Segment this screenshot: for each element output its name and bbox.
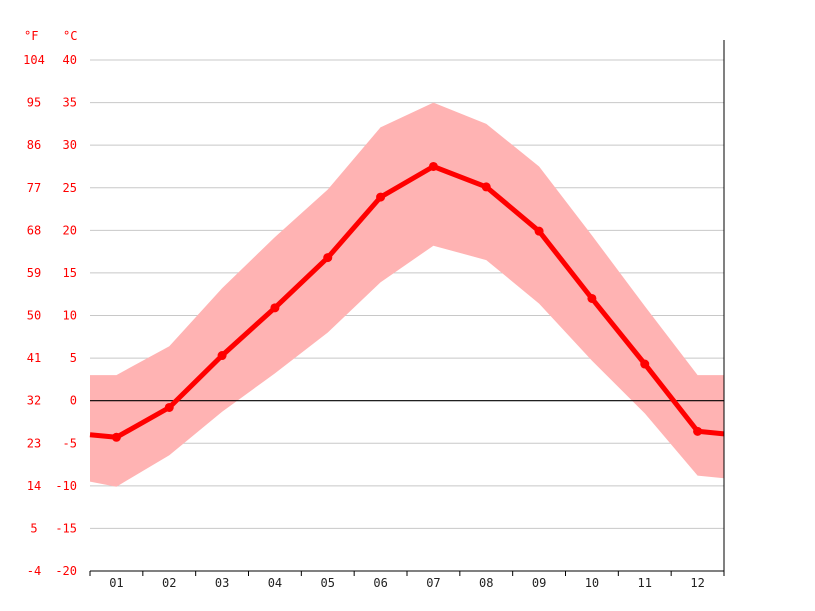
mean-point: [534, 226, 544, 236]
x-tick-label: 02: [162, 576, 176, 590]
x-tick-label: 01: [109, 576, 123, 590]
x-tick-label: 12: [690, 576, 704, 590]
mean-point: [376, 192, 386, 202]
y-tick-label-celsius: 20: [63, 223, 77, 237]
axes: [89, 40, 725, 576]
y-tick-label-fahrenheit: 95: [27, 96, 41, 110]
y-tick-label-celsius: 40: [63, 53, 77, 67]
x-tick-label: 03: [215, 576, 229, 590]
y-tick-label-fahrenheit: -4: [27, 564, 41, 578]
x-tick-label: 08: [479, 576, 493, 590]
y-tick-label-celsius: 5: [70, 351, 77, 365]
mean-point: [111, 432, 121, 442]
x-tick-label: 07: [426, 576, 440, 590]
y-tick-label-celsius: 15: [63, 266, 77, 280]
x-tick-label: 06: [373, 576, 387, 590]
y-tick-label-celsius: 25: [63, 181, 77, 195]
y-tick-label-fahrenheit: 68: [27, 223, 41, 237]
y-tick-label-celsius: 35: [63, 96, 77, 110]
y-tick-label-celsius: -10: [55, 479, 77, 493]
y-tick-label-fahrenheit: 59: [27, 266, 41, 280]
y-tick-label-fahrenheit: 77: [27, 181, 41, 195]
y-tick-label-celsius: -20: [55, 564, 77, 578]
celsius-unit-label: °C: [63, 29, 77, 43]
y-axis-fahrenheit-labels: 104 95 86 77 68 59 50 41 32 23 14 5 -4: [23, 53, 45, 578]
y-tick-label-celsius: 30: [63, 138, 77, 152]
y-tick-label-fahrenheit: 104: [23, 53, 45, 67]
y-tick-label-fahrenheit: 5: [30, 521, 37, 535]
x-tick-label: 04: [268, 576, 282, 590]
mean-point: [640, 359, 650, 369]
mean-point: [428, 161, 438, 171]
mean-point: [270, 303, 280, 313]
y-tick-label-celsius: -15: [55, 521, 77, 535]
mean-points: [111, 161, 703, 442]
mean-point: [217, 351, 227, 361]
y-tick-label-fahrenheit: 86: [27, 138, 41, 152]
y-tick-label-celsius: -5: [63, 436, 77, 450]
mean-point: [587, 293, 597, 303]
mean-temperature-line: [89, 164, 725, 440]
y-tick-label-fahrenheit: 32: [27, 394, 41, 408]
y-tick-label-fahrenheit: 50: [27, 309, 41, 323]
y-tick-label-celsius: 0: [70, 394, 77, 408]
x-axis-labels: 01 02 03 04 05 06 07 08 09 10 11 12: [109, 576, 705, 590]
y-tick-label-celsius: 10: [63, 309, 77, 323]
y-tick-label-fahrenheit: 41: [27, 351, 41, 365]
x-tick-label: 11: [638, 576, 652, 590]
y-tick-label-fahrenheit: 23: [27, 436, 41, 450]
mean-point: [693, 426, 703, 436]
x-tick-label: 10: [585, 576, 599, 590]
mean-point: [481, 182, 491, 192]
x-tick-label: 05: [321, 576, 335, 590]
mean-point: [164, 402, 174, 412]
mean-point: [323, 253, 333, 263]
y-tick-label-fahrenheit: 14: [27, 479, 41, 493]
y-axis-celsius-labels: 40 35 30 25 20 15 10 5 0 -5 -10 -15 -20: [55, 53, 77, 578]
min-max-band: [90, 102, 724, 487]
fahrenheit-unit-label: °F: [24, 29, 38, 43]
x-tick-label: 09: [532, 576, 546, 590]
